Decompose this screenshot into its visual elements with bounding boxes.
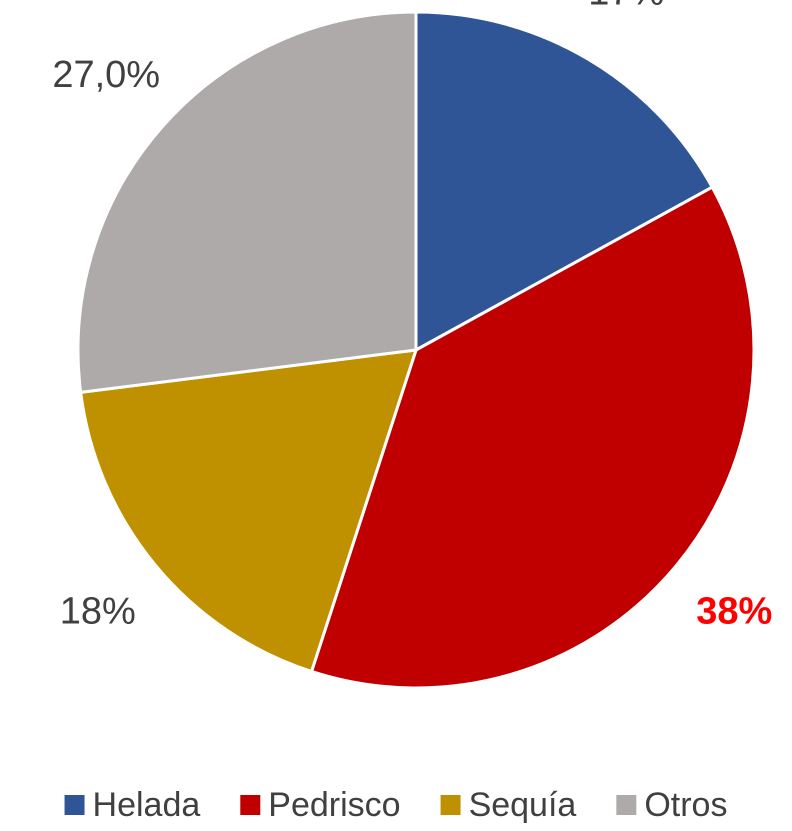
legend-label: Otros (644, 786, 727, 824)
legend-swatch (616, 795, 637, 815)
data-label: 38% (696, 590, 772, 632)
legend-swatch (440, 795, 461, 815)
pie-slice (309, 185, 756, 690)
data-label: 18% (60, 590, 136, 632)
legend-label: Helada (93, 786, 201, 824)
pie-slice (78, 348, 419, 674)
legend-swatch (240, 795, 261, 815)
pie-slice (414, 10, 715, 353)
legend-item: Helada (64, 786, 201, 824)
legend-label: Sequía (469, 786, 577, 824)
legend-swatch (64, 795, 85, 815)
legend-label: Pedrisco (268, 786, 400, 824)
pie-slice (76, 10, 418, 395)
data-label: 27,0% (52, 54, 160, 96)
legend-item: Otros (616, 786, 727, 824)
legend-item: Sequía (440, 786, 577, 824)
data-label: 17% (588, 0, 664, 14)
legend-item: Pedrisco (240, 786, 401, 824)
